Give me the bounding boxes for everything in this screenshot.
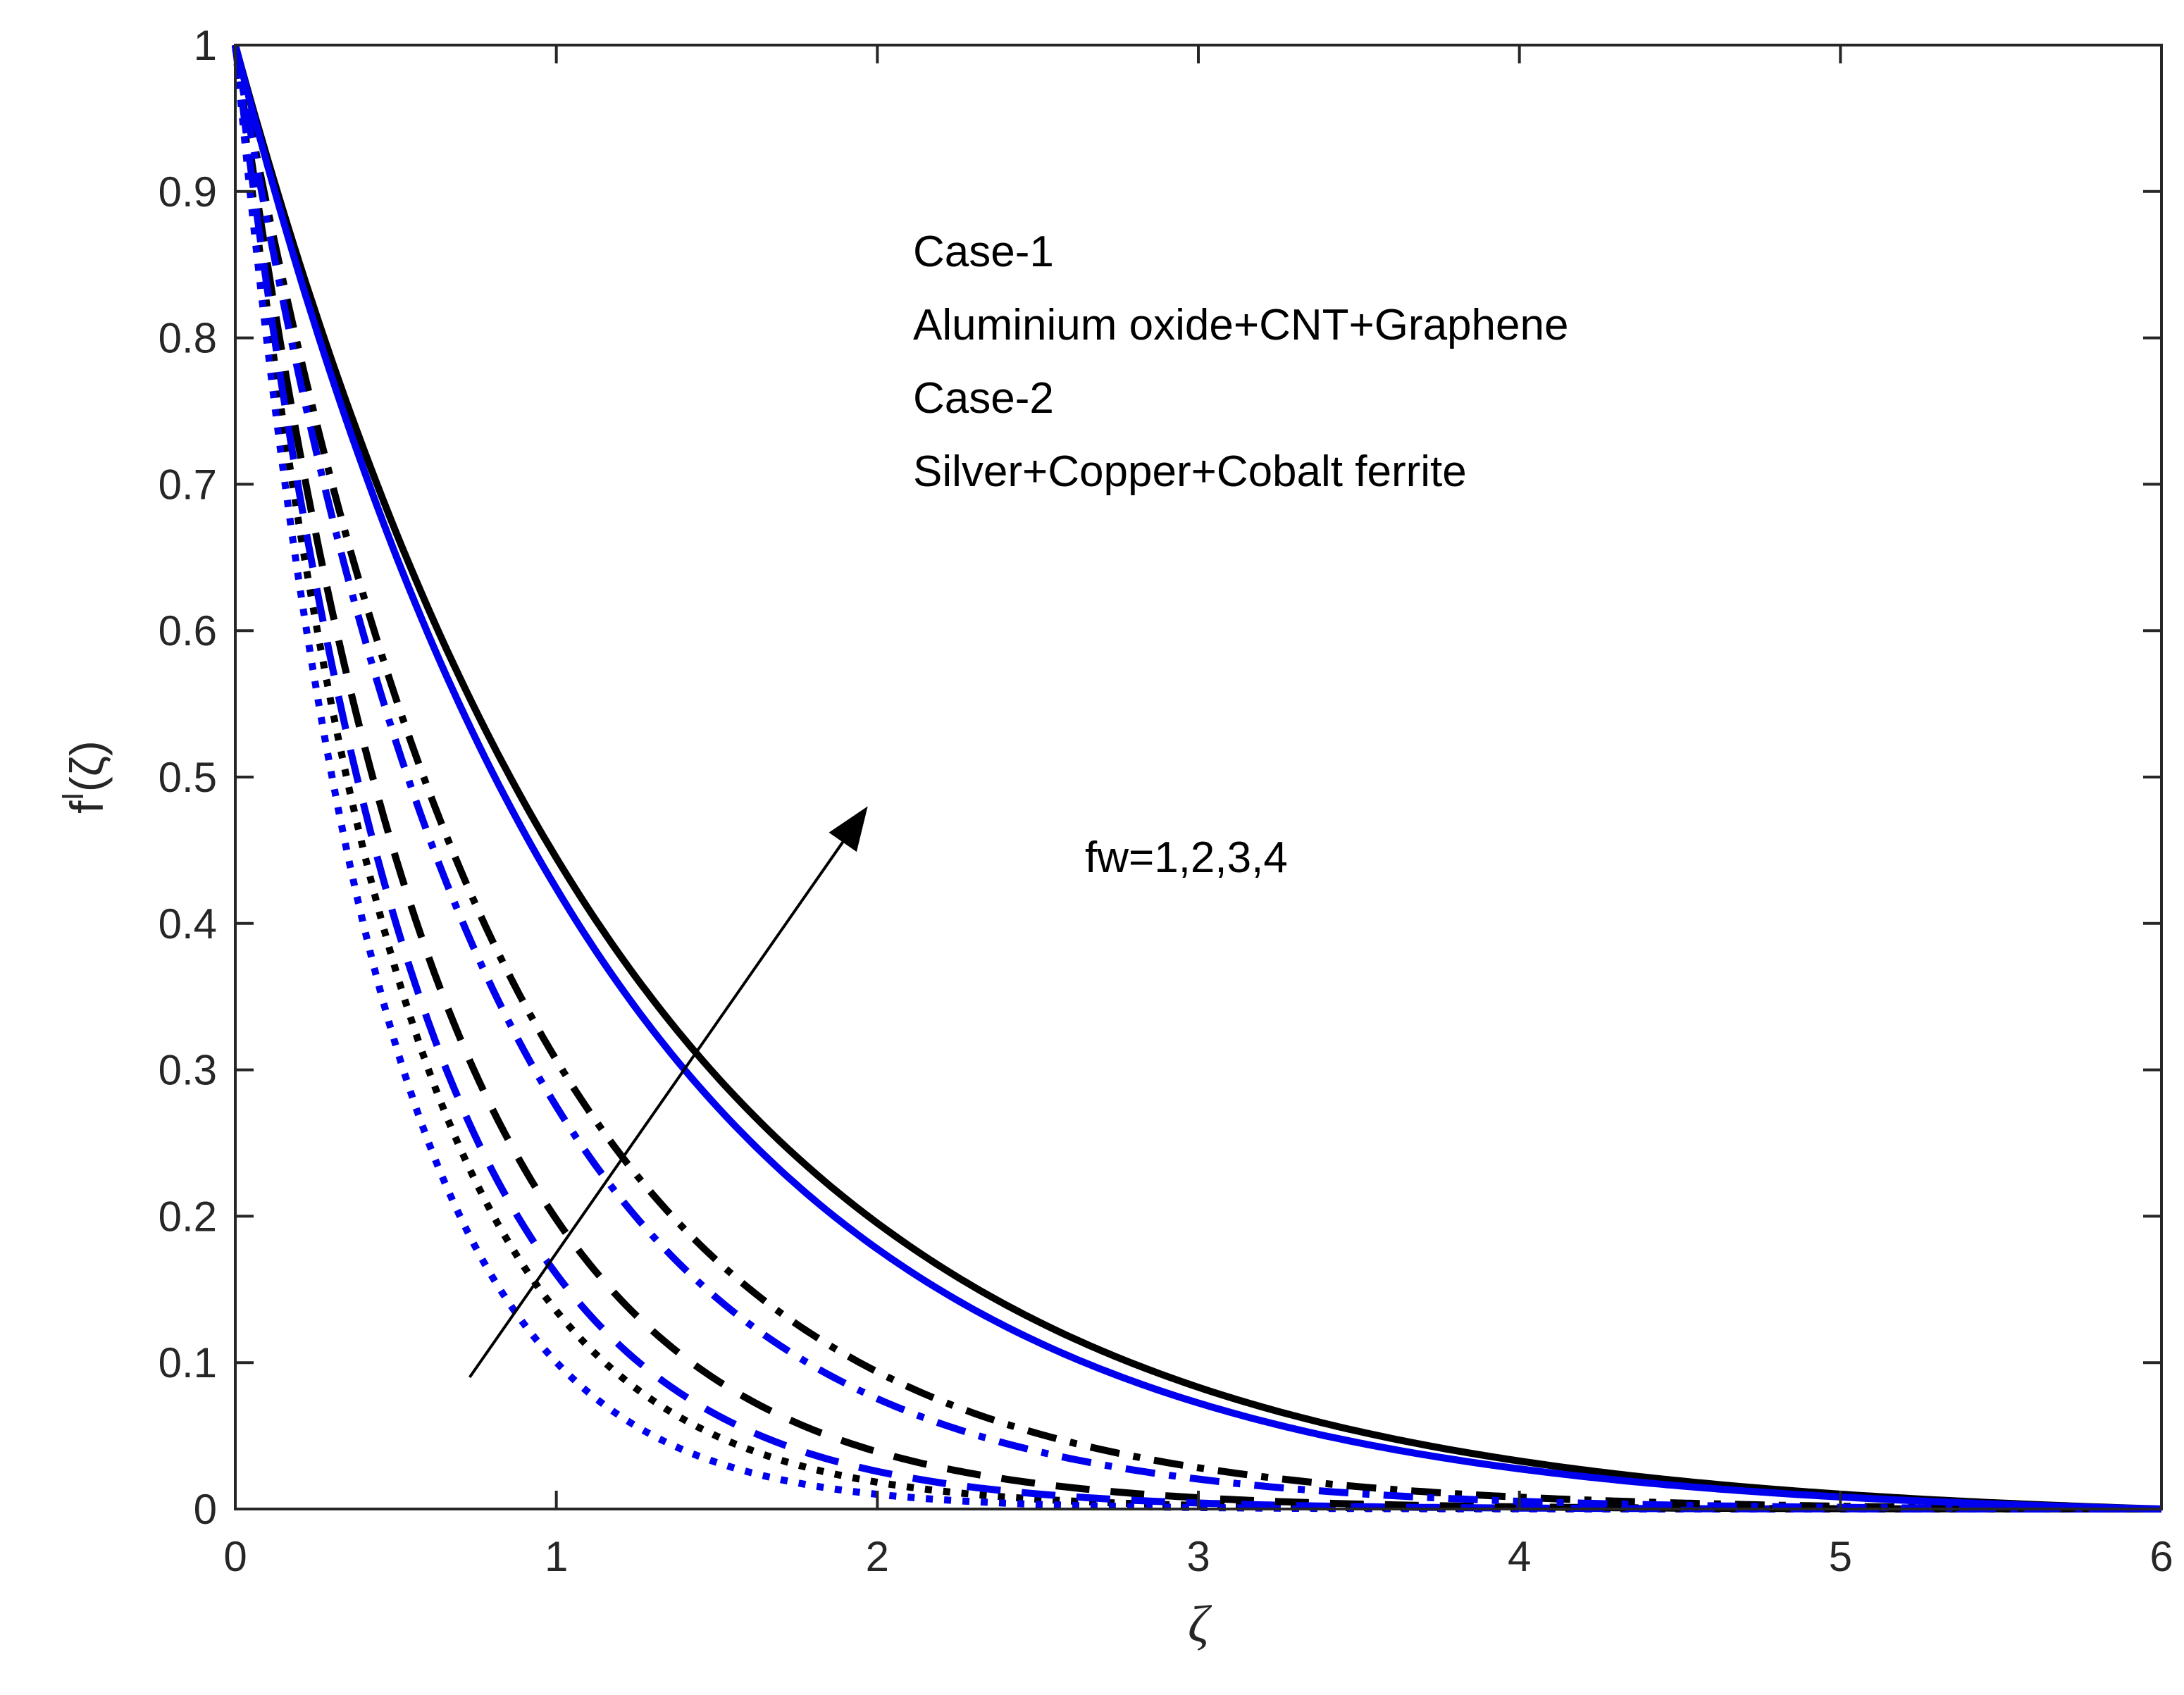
y-tick-label: 0.3	[159, 1047, 217, 1094]
annotation-case-2: Case-2	[913, 374, 1054, 423]
x-tick-label: 2	[866, 1533, 889, 1580]
y-tick-label: 0.5	[159, 754, 217, 801]
y-tick-label: 0.8	[159, 315, 217, 362]
y-tick-label: 0.7	[159, 461, 217, 508]
y-axis-label: fI(ζ)	[56, 740, 113, 814]
y-tick-label: 0.6	[159, 607, 217, 654]
y-tick-label: 0.2	[159, 1193, 217, 1240]
annotation-case-1: Case-1	[913, 228, 1054, 276]
y-tick-label: 1	[194, 22, 217, 69]
x-tick-label: 0	[223, 1533, 247, 1580]
x-tick-label: 3	[1186, 1533, 1210, 1580]
tick-label-layer: 0 1 2 3 4 5 6 0 0.1 0.2 0.3 0.4 0.5 0.6 0.7 0.8 0.9 1	[159, 22, 2173, 1580]
x-axis-label: ζ	[1188, 1596, 1212, 1653]
trend-arrow-shaft	[468, 841, 844, 1379]
series-line-5	[232, 44, 2161, 1513]
y-tick-label: 0	[194, 1486, 217, 1533]
arrow-label: fw=1,2,3,4	[1085, 833, 1288, 882]
annotation-case-1-materials: Aluminium oxide+CNT+Graphene	[913, 301, 1568, 349]
x-tick-label: 4	[1508, 1533, 1531, 1580]
x-tick-label: 6	[2149, 1533, 2173, 1580]
plot-area	[235, 45, 2161, 1509]
y-axis-label-main: f	[61, 800, 113, 814]
y-tick-label: 0.1	[159, 1339, 217, 1386]
x-tick-label: 5	[1829, 1533, 1852, 1580]
y-tick-label: 0.9	[159, 168, 217, 216]
x-tick-label: 1	[545, 1533, 568, 1580]
y-tick-label: 0.4	[159, 900, 217, 948]
svg-text:fI(ζ): fI(ζ)	[56, 740, 113, 814]
trend-arrow-head	[829, 806, 868, 852]
annotation-block: Case-1 Aluminium oxide+CNT+Graphene Case…	[913, 228, 1568, 882]
tick-layer	[234, 44, 2163, 1510]
annotation-case-2-materials: Silver+Copper+Cobalt ferrite	[913, 447, 1467, 496]
y-axis-label-superscript: I	[56, 792, 90, 800]
arrow-layer	[468, 806, 868, 1379]
y-axis-label-argument: (ζ)	[61, 740, 113, 792]
